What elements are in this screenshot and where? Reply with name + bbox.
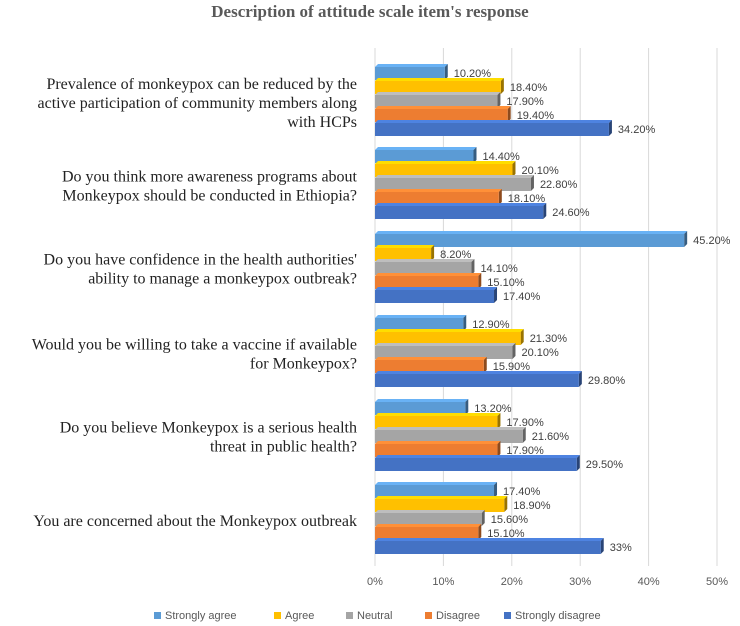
bar-agree-item-1 [375,78,504,94]
data-label-disagree-item-2: 18.10% [508,193,546,205]
data-label-agree-item-6: 18.90% [513,500,551,512]
legend-label-disagree: Disagree [436,610,480,622]
data-label-disagree-item-6: 15.10% [487,528,525,540]
category-label-4: Would you be willing to take a vaccine i… [32,337,357,373]
data-label-strongly-disagree-item-1: 34.20% [618,124,656,136]
bar-strongly-disagree-item-6 [375,538,604,554]
category-labels: Prevalence of monkeypox can be reduced b… [32,76,358,530]
gridlines [374,48,718,566]
data-label-neutral-item-5: 21.60% [532,431,570,443]
legend-swatch-strongly-disagree [504,612,511,619]
category-label-3: Do you have confidence in the health aut… [44,252,358,288]
x-axis-ticks: 0% 10% 20% 30% 40% 50% [367,576,728,588]
data-labels: 10.20%18.40%17.90%19.40%34.20%14.40%20.1… [440,68,731,554]
x-tick-label-0: 0% [367,576,383,588]
bar-disagree-item-2 [375,189,502,205]
bar-neutral-item-1 [375,92,501,108]
bars [375,64,688,554]
data-label-neutral-item-3: 14.10% [480,263,518,275]
x-tick-label-10: 10% [432,576,454,588]
data-label-neutral-item-4: 20.10% [521,347,559,359]
bar-agree-item-3 [375,245,435,261]
bar-strongly-agree-item-2 [375,147,477,163]
bar-strongly-disagree-item-4 [375,371,582,387]
legend-item-neutral: Neutral [346,610,392,622]
data-label-neutral-item-6: 15.60% [491,514,529,526]
category-label-5: Do you believe Monkeypox is a serious he… [60,420,357,456]
bar-agree-item-4 [375,329,524,345]
data-label-strongly-agree-item-5: 13.20% [474,403,512,415]
bar-agree-item-6 [375,496,508,512]
legend-item-agree: Agree [274,610,314,622]
category-label-6: You are concerned about the Monkeypox ou… [33,513,357,530]
bar-strongly-disagree-item-1 [375,120,612,136]
x-tick-label-50: 50% [706,576,728,588]
chart-title: Description of attitude scale item's res… [211,2,529,21]
bar-disagree-item-4 [375,357,487,373]
data-label-strongly-agree-item-4: 12.90% [472,319,510,331]
bar-neutral-item-5 [375,427,526,443]
data-label-neutral-item-2: 22.80% [540,179,578,191]
data-label-strongly-disagree-item-4: 29.80% [588,375,626,387]
bar-disagree-item-3 [375,273,482,289]
bar-agree-item-2 [375,161,516,177]
x-tick-label-20: 20% [501,576,523,588]
bar-neutral-item-3 [375,259,475,275]
legend-label-strongly-disagree: Strongly disagree [515,610,601,622]
data-label-disagree-item-3: 15.10% [487,277,525,289]
data-label-strongly-agree-item-3: 45.20% [693,235,731,247]
bar-disagree-item-6 [375,524,482,540]
legend-item-strongly-agree: Strongly agree [154,610,237,622]
data-label-strongly-disagree-item-3: 17.40% [503,291,541,303]
bar-strongly-agree-item-6 [375,482,498,498]
data-label-agree-item-3: 8.20% [440,249,471,261]
legend: Strongly agree Agree Neutral Disagree Strong… [154,610,601,622]
legend-swatch-agree [274,612,281,619]
legend-label-neutral: Neutral [357,610,392,622]
bar-strongly-agree-item-4 [375,315,467,331]
data-label-strongly-agree-item-1: 10.20% [454,68,492,80]
legend-label-agree: Agree [285,610,314,622]
bar-strongly-disagree-item-2 [375,203,547,219]
bar-strongly-disagree-item-3 [375,287,498,303]
legend-swatch-neutral [346,612,353,619]
bar-strongly-agree-item-3 [375,231,688,247]
data-label-agree-item-1: 18.40% [510,82,548,94]
bar-strongly-agree-item-1 [375,64,448,80]
category-label-2: Do you think more awareness programs abo… [62,169,358,205]
data-label-disagree-item-5: 17.90% [506,445,544,457]
bar-neutral-item-6 [375,510,485,526]
legend-item-strongly-disagree: Strongly disagree [504,610,601,622]
legend-item-disagree: Disagree [425,610,480,622]
data-label-strongly-agree-item-6: 17.40% [503,486,541,498]
data-label-agree-item-5: 17.90% [506,417,544,429]
x-tick-label-30: 30% [569,576,591,588]
legend-label-strongly-agree: Strongly agree [165,610,237,622]
bar-neutral-item-4 [375,343,516,359]
bar-disagree-item-1 [375,106,511,122]
bar-agree-item-5 [375,413,501,429]
bar-neutral-item-2 [375,175,534,191]
bar-strongly-agree-item-5 [375,399,469,415]
data-label-strongly-disagree-item-2: 24.60% [552,207,590,219]
data-label-agree-item-4: 21.30% [530,333,568,345]
category-label-1: Prevalence of monkeypox can be reduced b… [38,76,357,131]
x-tick-label-40: 40% [638,576,660,588]
data-label-disagree-item-1: 19.40% [517,110,555,122]
bar-disagree-item-5 [375,441,501,457]
bar-strongly-disagree-item-5 [375,455,580,471]
data-label-agree-item-2: 20.10% [521,165,559,177]
data-label-disagree-item-4: 15.90% [493,361,531,373]
legend-swatch-disagree [425,612,432,619]
data-label-strongly-agree-item-2: 14.40% [482,151,520,163]
data-label-strongly-disagree-item-6: 33% [610,542,632,554]
data-label-strongly-disagree-item-5: 29.50% [586,459,624,471]
legend-swatch-strongly-agree [154,612,161,619]
data-label-neutral-item-1: 17.90% [506,96,544,108]
